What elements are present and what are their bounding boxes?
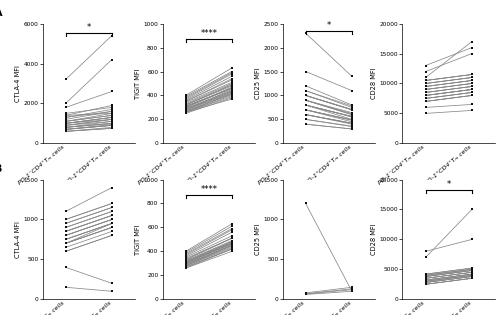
Y-axis label: TIGIT MFI: TIGIT MFI [134,224,140,255]
Y-axis label: CD28 MFI: CD28 MFI [371,224,377,255]
Y-axis label: CTLA-4 MFI: CTLA-4 MFI [14,221,20,258]
Text: *: * [446,180,451,189]
Y-axis label: CD28 MFI: CD28 MFI [371,68,377,99]
Y-axis label: CD25 MFI: CD25 MFI [254,224,260,255]
Text: ****: **** [200,185,217,194]
Text: B: B [0,164,3,174]
Text: ****: **** [200,29,217,38]
Text: *: * [326,20,331,30]
Text: *: * [86,23,91,32]
Y-axis label: CD25 MFI: CD25 MFI [254,68,260,99]
Text: A: A [0,8,3,18]
Y-axis label: TIGIT MFI: TIGIT MFI [134,68,140,99]
Y-axis label: CTLA-4 MFI: CTLA-4 MFI [14,65,20,102]
